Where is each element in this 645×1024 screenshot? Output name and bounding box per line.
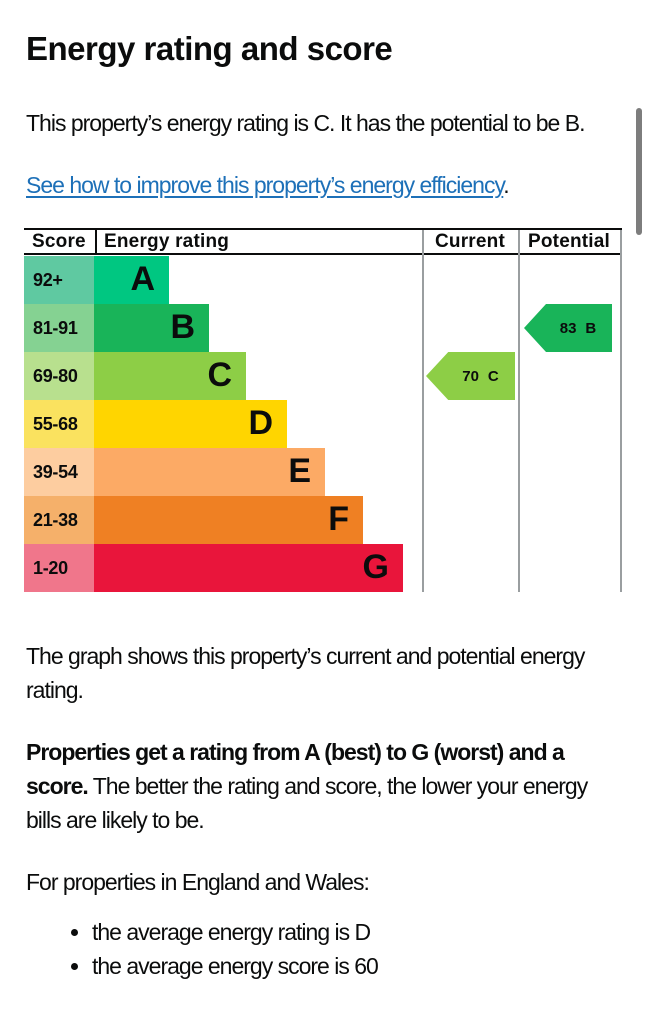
link-period: . xyxy=(503,172,509,198)
chart-header-underline xyxy=(24,253,622,255)
epc-band-row-d: 55-68 D xyxy=(24,400,622,448)
epc-band-bar: E xyxy=(94,448,325,496)
epc-score-cell: 55-68 xyxy=(24,400,94,448)
column-divider-current xyxy=(422,230,424,592)
epc-band-row-f: 21-38 F xyxy=(24,496,622,544)
graph-caption: The graph shows this property’s current … xyxy=(26,643,585,703)
epc-score-cell: 39-54 xyxy=(24,448,94,496)
potential-band: B xyxy=(585,319,597,337)
header-current: Current xyxy=(434,231,505,252)
current-rating-arrow: 70 C xyxy=(426,352,515,400)
potential-rating-arrow: 83 B xyxy=(524,304,612,352)
improve-efficiency-link[interactable]: See how to improve this property’s energ… xyxy=(26,172,504,198)
page-title: Energy rating and score xyxy=(26,30,393,67)
epc-band-row-e: 39-54 E xyxy=(24,448,622,496)
main-content: Energy rating and score This property’s … xyxy=(0,28,645,983)
epc-band-row-c: 69-80 C xyxy=(24,352,622,400)
epc-band-bar: C xyxy=(94,352,246,400)
epc-band-bar: G xyxy=(94,544,403,592)
chart-top-border xyxy=(24,228,622,230)
averages-list: the average energy rating is D the avera… xyxy=(26,915,619,983)
header-divider-score xyxy=(95,228,97,255)
header-energy-rating: Energy rating xyxy=(104,231,230,252)
epc-band-bar: F xyxy=(94,496,363,544)
epc-band-row-a: 92+ A xyxy=(24,256,622,304)
epc-rating-chart: Score Energy rating Current Potential 92… xyxy=(24,228,622,595)
epc-band-bar: D xyxy=(94,400,287,448)
rating-explanation-bold: Properties get a rating from A (best) to… xyxy=(26,739,565,799)
epc-band-row-g: 1-20 G xyxy=(24,544,622,592)
header-potential: Potential xyxy=(527,231,611,252)
list-item: the average energy score is 60 xyxy=(92,949,619,983)
list-item: the average energy rating is D xyxy=(92,915,619,949)
rating-explanation: Properties get a rating from A (best) to… xyxy=(26,735,619,837)
epc-score-cell: 21-38 xyxy=(24,496,94,544)
header-score: Score xyxy=(32,231,86,252)
current-score: 70 xyxy=(462,367,479,385)
epc-score-cell: 1-20 xyxy=(24,544,94,592)
epc-score-cell: 81-91 xyxy=(24,304,94,352)
page-scrollbar[interactable] xyxy=(636,108,642,235)
rating-explanation-rest: The better the rating and score, the low… xyxy=(26,773,588,833)
potential-score: 83 xyxy=(559,319,577,337)
column-divider-potential xyxy=(518,230,520,592)
intro-paragraph: This property’s energy rating is C. It h… xyxy=(26,110,585,136)
current-band: C xyxy=(487,367,499,385)
region-intro: For properties in England and Wales: xyxy=(26,869,370,895)
epc-band-row-b: 81-91 B xyxy=(24,304,622,352)
epc-score-cell: 69-80 xyxy=(24,352,94,400)
improve-link-paragraph: See how to improve this property’s energ… xyxy=(26,168,619,202)
epc-band-bar: B xyxy=(94,304,209,352)
epc-band-bar: A xyxy=(94,256,169,304)
chart-right-border xyxy=(620,230,622,592)
epc-score-cell: 92+ xyxy=(24,256,94,304)
